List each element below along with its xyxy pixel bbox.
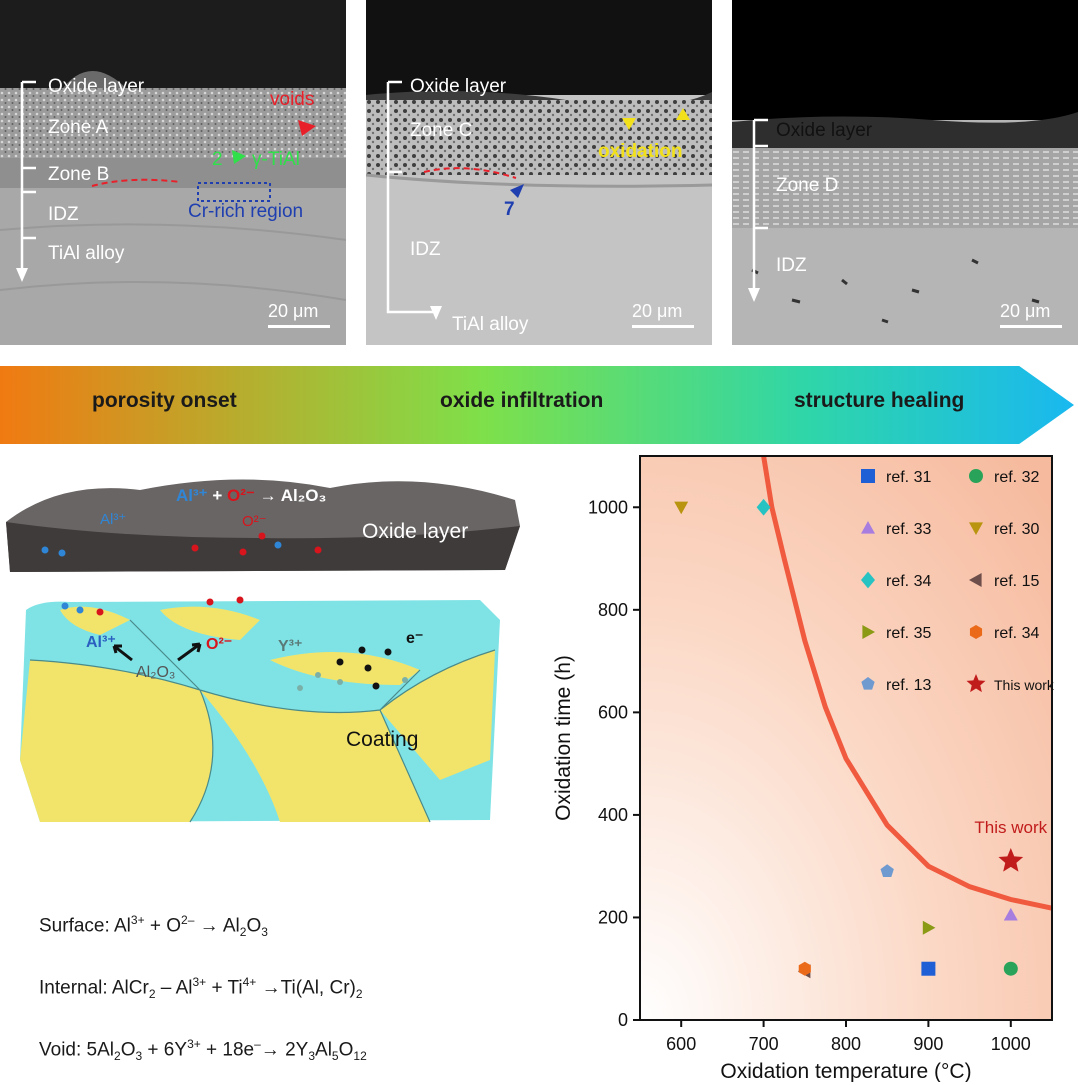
x-tick-label: 800 bbox=[831, 1034, 861, 1054]
legend-marker bbox=[862, 625, 875, 639]
micrograph-panel-2: Oxide layer Zone C oxidation 7 IDZ TiAl … bbox=[366, 0, 712, 345]
zone-c-label: Zone C bbox=[410, 120, 473, 141]
sem-image-2 bbox=[366, 0, 712, 345]
stage-oxide-infiltration: oxide infiltration bbox=[440, 389, 604, 412]
legend-label: This work bbox=[994, 677, 1055, 693]
scale-bar-label: 20 μm bbox=[1000, 301, 1051, 321]
point-7-label: 7 bbox=[504, 199, 515, 220]
zone-a-label: Zone A bbox=[48, 117, 109, 138]
scale-bar bbox=[632, 325, 694, 328]
void-equation: Void: 5Al2O3 + 6Y3+ + 18e–→ 2Y3Al5O12 bbox=[39, 1037, 367, 1064]
stage-arrow bbox=[0, 366, 1074, 444]
legend-label: ref. 35 bbox=[886, 625, 931, 642]
coating-o-ion-label: O²⁻ bbox=[206, 636, 233, 653]
x-tick-label: 600 bbox=[666, 1034, 696, 1054]
data-point-ref-33 bbox=[1003, 907, 1018, 921]
data-point-ref-32 bbox=[1003, 961, 1018, 976]
scale-bar-label: 20 μm bbox=[632, 301, 683, 321]
legend-marker bbox=[969, 469, 983, 483]
tial-alloy-label: TiAl alloy bbox=[48, 243, 125, 264]
zone-b-label: Zone B bbox=[48, 164, 110, 185]
legend-marker bbox=[861, 571, 875, 589]
oxidation-chart: 600 700 800 900 1000 0 200 400 600 800 1000 Oxidati… bbox=[552, 455, 1055, 1082]
y-tick-label: 200 bbox=[598, 907, 628, 927]
plot-area bbox=[640, 456, 1052, 1020]
zone-d-label: Zone D bbox=[776, 175, 839, 196]
oxide-layer-label: Oxide layer bbox=[776, 120, 873, 141]
x-tick-label: 1000 bbox=[991, 1034, 1031, 1054]
data-point-ref-35 bbox=[922, 920, 936, 935]
internal-equation: Internal: AlCr2 – Al3+ + Ti4+ →Ti(Al, Cr… bbox=[39, 975, 363, 1002]
x-tick-label: 900 bbox=[913, 1034, 943, 1054]
scale-bar-label: 20 μm bbox=[268, 301, 319, 321]
y-tick-label: 1000 bbox=[588, 497, 628, 517]
stage-structure-healing: structure healing bbox=[794, 389, 965, 412]
idz-label: IDZ bbox=[410, 239, 441, 260]
legend-marker bbox=[861, 521, 875, 534]
this-work-annotation: This work bbox=[974, 818, 1047, 837]
coating-label: Coating bbox=[346, 728, 419, 751]
y-tick-label: 0 bbox=[618, 1010, 628, 1030]
micrograph-panel-1: Oxide layer Zone A Zone B IDZ TiAl alloy… bbox=[0, 0, 346, 345]
oxide-ions bbox=[41, 532, 322, 557]
al2o3-label: Al₂O₃ bbox=[136, 664, 176, 681]
legend-marker bbox=[969, 625, 983, 639]
gamma-tial-label: γ-TiAl bbox=[252, 149, 300, 170]
scale-bar bbox=[1000, 325, 1062, 328]
mechanism-schematic bbox=[6, 479, 520, 823]
o-ion-label: O²⁻ bbox=[242, 513, 267, 530]
data-point-ref-13 bbox=[880, 864, 894, 877]
sem-image-3 bbox=[732, 0, 1078, 345]
legend-label: ref. 32 bbox=[994, 469, 1039, 486]
legend-marker bbox=[861, 469, 875, 483]
data-point-this-work bbox=[998, 848, 1024, 872]
y-ion-label: Y³⁺ bbox=[278, 638, 303, 655]
y-axis-label: Oxidation time (h) bbox=[552, 655, 575, 821]
electron-label: e⁻ bbox=[406, 630, 424, 647]
micrograph-panel-3: Oxide layer Zone D IDZ 20 μm bbox=[732, 0, 1078, 345]
idz-label: IDZ bbox=[776, 255, 807, 276]
legend-marker bbox=[969, 522, 983, 535]
legend-label: ref. 30 bbox=[994, 521, 1039, 538]
oxide-layer-label: Oxide layer bbox=[410, 76, 507, 97]
phase-number-label: 2 bbox=[212, 149, 223, 170]
legend-marker bbox=[861, 677, 875, 690]
tial-alloy-label: TiAl alloy bbox=[452, 314, 529, 335]
surface-reaction-label: Al³⁺ + O²⁻ → Al₂O₃ bbox=[176, 486, 327, 505]
y-tick-label: 600 bbox=[598, 702, 628, 722]
surface-equation: Surface: Al3+ + O2– → Al2O3 bbox=[39, 913, 268, 940]
stage-porosity-onset: porosity onset bbox=[92, 389, 237, 412]
voids-label: voids bbox=[270, 89, 315, 110]
legend-label: ref. 31 bbox=[886, 469, 931, 486]
x-axis-label: Oxidation temperature (°C) bbox=[720, 1060, 971, 1082]
oxide-layer-schematic-label: Oxide layer bbox=[362, 520, 469, 543]
legend-label: ref. 34 bbox=[886, 573, 931, 590]
data-point-ref-30 bbox=[674, 501, 689, 515]
boundary-curve bbox=[761, 455, 1053, 911]
legend-label: ref. 15 bbox=[994, 573, 1039, 590]
legend-label: ref. 34 bbox=[994, 625, 1039, 642]
oxidation-label: oxidation bbox=[598, 141, 683, 162]
x-tick-label: 700 bbox=[749, 1034, 779, 1054]
y-tick-label: 800 bbox=[598, 600, 628, 620]
scale-bar bbox=[268, 325, 330, 328]
oxide-layer-label: Oxide layer bbox=[48, 76, 145, 97]
idz-label: IDZ bbox=[48, 204, 79, 225]
legend-label: ref. 33 bbox=[886, 521, 931, 538]
al-ion-label: Al³⁺ bbox=[100, 511, 127, 528]
legend-marker bbox=[969, 573, 982, 587]
y-tick-label: 400 bbox=[598, 805, 628, 825]
legend-label: ref. 13 bbox=[886, 677, 931, 694]
legend-marker bbox=[966, 674, 986, 693]
data-point-ref-34 bbox=[756, 498, 771, 516]
coating-ions bbox=[61, 596, 408, 691]
data-point-ref-31 bbox=[921, 961, 936, 976]
cr-rich-region-label: Cr-rich region bbox=[188, 201, 304, 222]
data-point-ref-34 bbox=[798, 961, 811, 976]
coating-al-ion-label: Al³⁺ bbox=[86, 634, 116, 651]
sem-image-1 bbox=[0, 0, 346, 345]
